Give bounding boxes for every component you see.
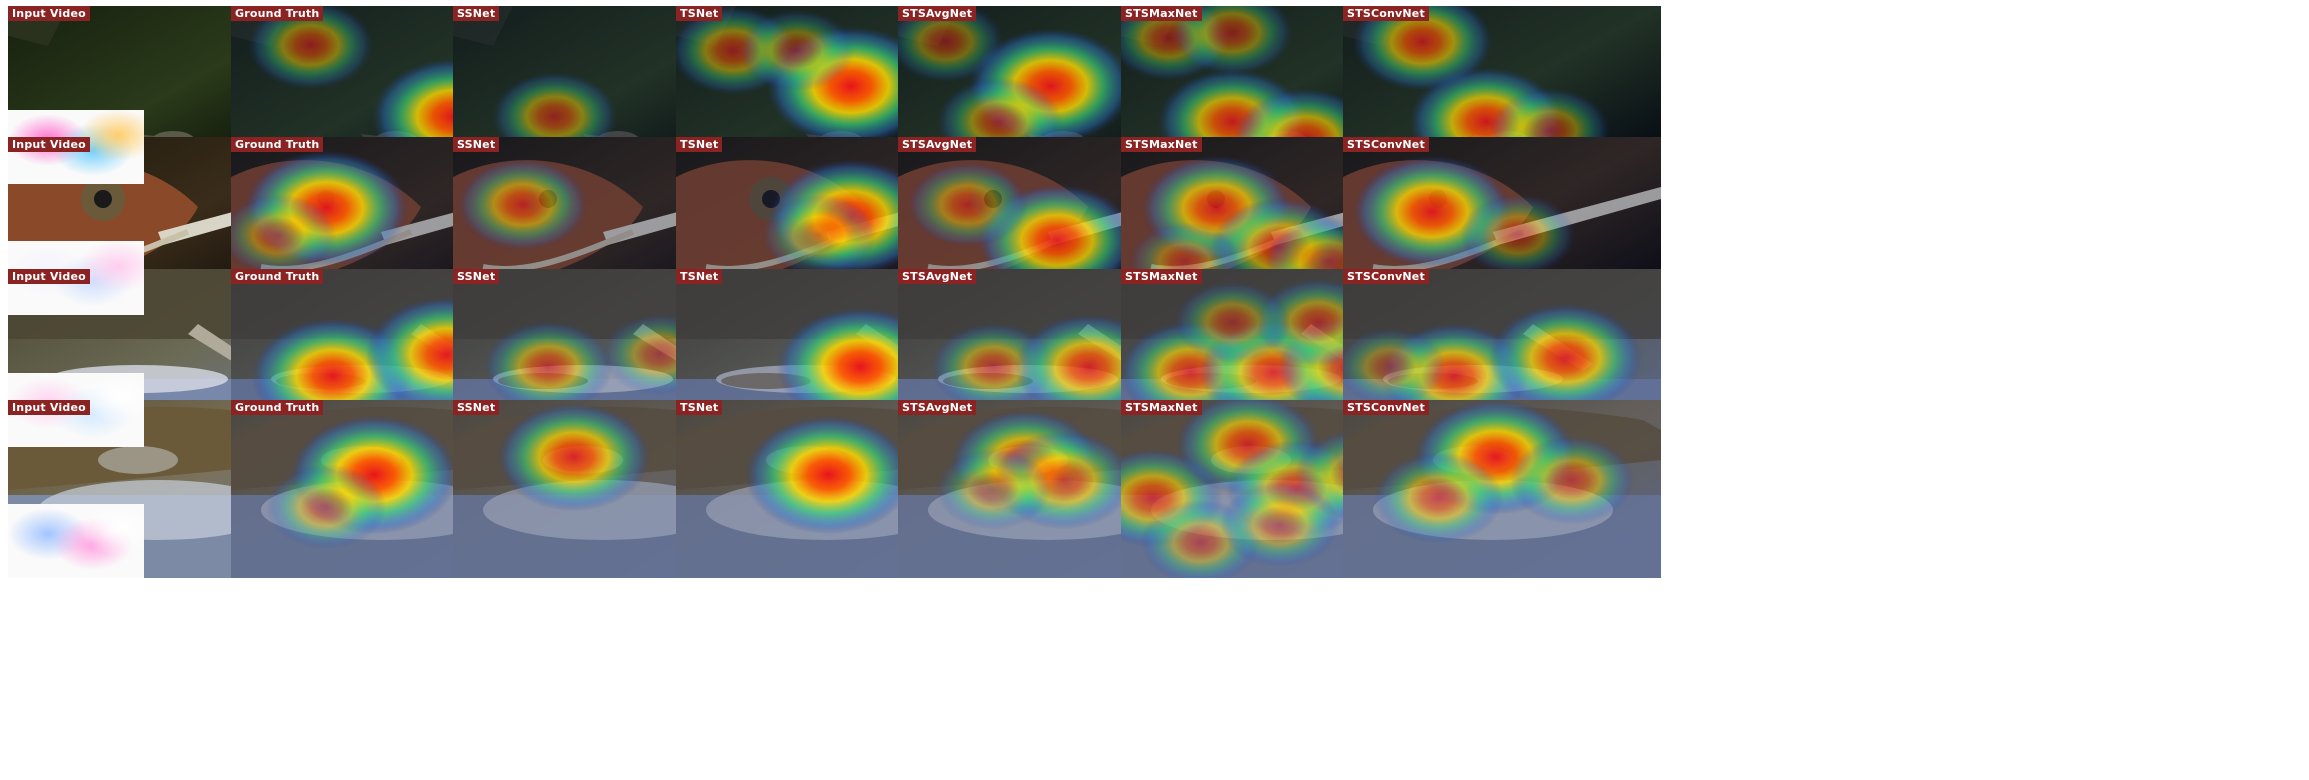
column-label: STSMaxNet [1121, 137, 1202, 152]
column-label: TSNet [676, 269, 723, 284]
optical-flow-inset [8, 110, 144, 184]
saliency-blob [1460, 194, 1576, 276]
saliency-blob [1488, 303, 1643, 413]
column-label: Ground Truth [231, 269, 324, 284]
saliency-blob [458, 158, 588, 251]
column-label: STSMaxNet [1121, 400, 1202, 415]
saliency-blob [497, 402, 651, 512]
saliency-blob [483, 321, 614, 413]
column-label: Input Video [8, 6, 90, 21]
column-label: STSConvNet [1343, 269, 1429, 284]
saliency-blob [248, 6, 373, 90]
saliency-blob [1174, 281, 1290, 364]
saliency-blob [935, 448, 1051, 530]
column-label: SSNet [453, 400, 500, 415]
saliency-blob [1352, 6, 1493, 91]
optical-flow-inset [8, 504, 144, 578]
column-label: STSAvgNet [898, 400, 977, 415]
column-label: TSNet [676, 6, 723, 21]
column-label: SSNet [453, 137, 500, 152]
column-label: Ground Truth [231, 137, 324, 152]
column-label: STSConvNet [1343, 400, 1429, 415]
column-label: STSMaxNet [1121, 6, 1202, 21]
saliency-blob [907, 162, 1028, 248]
column-label: Input Video [8, 137, 90, 152]
saliency-blob [1373, 452, 1504, 544]
column-label: Input Video [8, 269, 90, 284]
saliency-blob [1509, 435, 1635, 525]
column-label: TSNet [676, 137, 723, 152]
saliency-blob [1220, 482, 1340, 568]
saliency-blob [898, 6, 1004, 83]
column-label: TSNet [676, 400, 723, 415]
frame-image [1343, 400, 1661, 578]
frame-stsconvnet: STSConvNet [1343, 400, 1661, 578]
saliency-blob [739, 9, 855, 92]
column-label: SSNet [453, 269, 500, 284]
saliency-blob [1172, 6, 1293, 76]
column-label: STSAvgNet [898, 137, 977, 152]
column-label: Input Video [8, 400, 90, 415]
saliency-blob [266, 464, 387, 550]
saliency-blob [1343, 327, 1446, 406]
frame-image [676, 400, 994, 578]
column-label: STSMaxNet [1121, 269, 1202, 284]
column-label: STSConvNet [1343, 137, 1429, 152]
column-label: STSAvgNet [898, 269, 977, 284]
optical-flow-inset [8, 373, 144, 447]
column-label: STSAvgNet [898, 6, 977, 21]
column-label: Ground Truth [231, 400, 324, 415]
saliency-blob [761, 194, 877, 276]
saliency-blob [231, 194, 337, 276]
column-label: SSNet [453, 6, 500, 21]
column-label: Ground Truth [231, 6, 324, 21]
saliency-blob [744, 415, 913, 535]
column-label: STSConvNet [1343, 6, 1429, 21]
